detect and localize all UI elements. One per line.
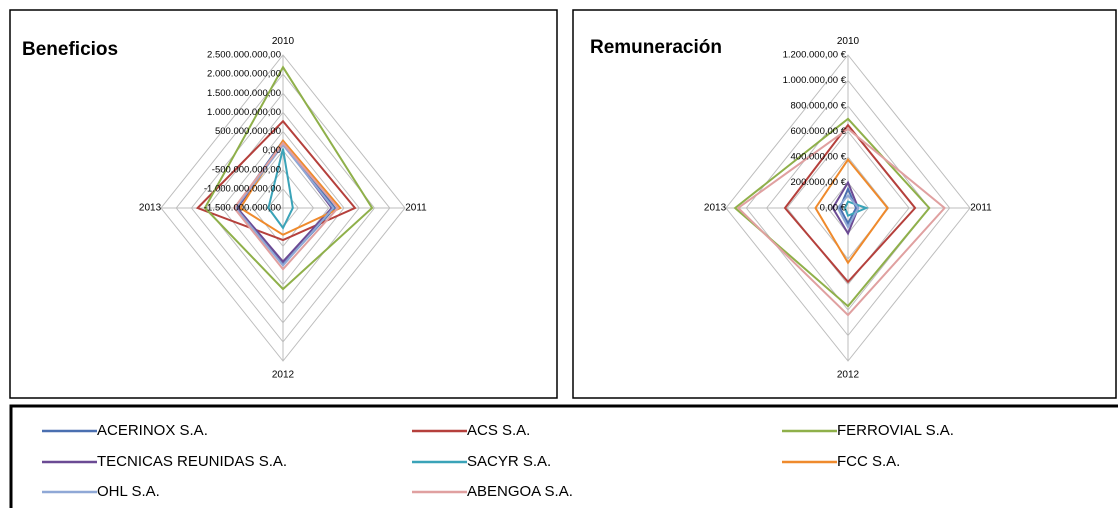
category-label: 2012 bbox=[272, 369, 295, 380]
category-label: 2011 bbox=[970, 203, 992, 214]
tick-label: 500.000.000,00 bbox=[215, 126, 281, 137]
legend-label: TECNICAS REUNIDAS S.A. bbox=[97, 453, 287, 470]
legend-label: ACERINOX S.A. bbox=[97, 422, 208, 439]
tick-label: 1.200.000,00 € bbox=[783, 50, 847, 61]
tick-label: 600.000,00 € bbox=[791, 126, 847, 137]
tick-label: 0,00 bbox=[263, 145, 282, 156]
series-line bbox=[238, 139, 342, 236]
tick-label: 0,00 € bbox=[820, 203, 847, 214]
legend-label: ACS S.A. bbox=[467, 422, 530, 439]
tick-label: 800.000,00 € bbox=[791, 101, 847, 112]
category-label: 2010 bbox=[272, 36, 295, 47]
tick-label: 400.000,00 € bbox=[791, 152, 847, 163]
series-line bbox=[267, 148, 294, 230]
tick-label: 2.500.000.000,00 bbox=[207, 50, 281, 61]
legend-frame bbox=[9, 404, 1118, 508]
category-label: 2013 bbox=[704, 203, 727, 214]
series-line bbox=[203, 65, 374, 291]
series-line bbox=[195, 119, 357, 242]
series-line bbox=[234, 143, 335, 267]
series-line bbox=[814, 157, 889, 265]
tick-label: 200.000,00 € bbox=[791, 177, 847, 188]
legend-label: SACYR S.A. bbox=[467, 453, 551, 470]
category-label: 2011 bbox=[405, 203, 427, 214]
series-line bbox=[836, 193, 860, 230]
category-label: 2012 bbox=[837, 369, 860, 380]
chart-title: Remuneración bbox=[590, 37, 722, 58]
chart-title: Beneficios bbox=[22, 39, 118, 60]
legend-label: OHL S.A. bbox=[97, 483, 160, 500]
series-line bbox=[232, 141, 340, 271]
tick-label: 1.000.000,00 € bbox=[783, 75, 847, 86]
series-line bbox=[843, 200, 870, 218]
category-label: 2013 bbox=[139, 203, 162, 214]
tick-label: -500.000.000,00 bbox=[212, 164, 281, 175]
chart-frame bbox=[9, 9, 558, 399]
series-line bbox=[783, 123, 917, 284]
legend-label: ABENGOA S.A. bbox=[467, 483, 573, 500]
series-line bbox=[831, 180, 860, 236]
legend-label: FCC S.A. bbox=[837, 453, 900, 470]
tick-label: -1.500.000.000,00 bbox=[204, 203, 281, 214]
legend-label: FERROVIAL S.A. bbox=[837, 422, 954, 439]
chart-frame bbox=[572, 9, 1117, 399]
tick-label: 1.000.000.000,00 bbox=[207, 107, 281, 118]
category-label: 2010 bbox=[837, 36, 860, 47]
tick-label: 1.500.000.000,00 bbox=[207, 88, 281, 99]
tick-label: 2.000.000.000,00 bbox=[207, 69, 281, 80]
series-line bbox=[733, 117, 931, 308]
tick-label: -1.000.000.000,00 bbox=[204, 183, 281, 194]
series-line bbox=[736, 127, 947, 317]
